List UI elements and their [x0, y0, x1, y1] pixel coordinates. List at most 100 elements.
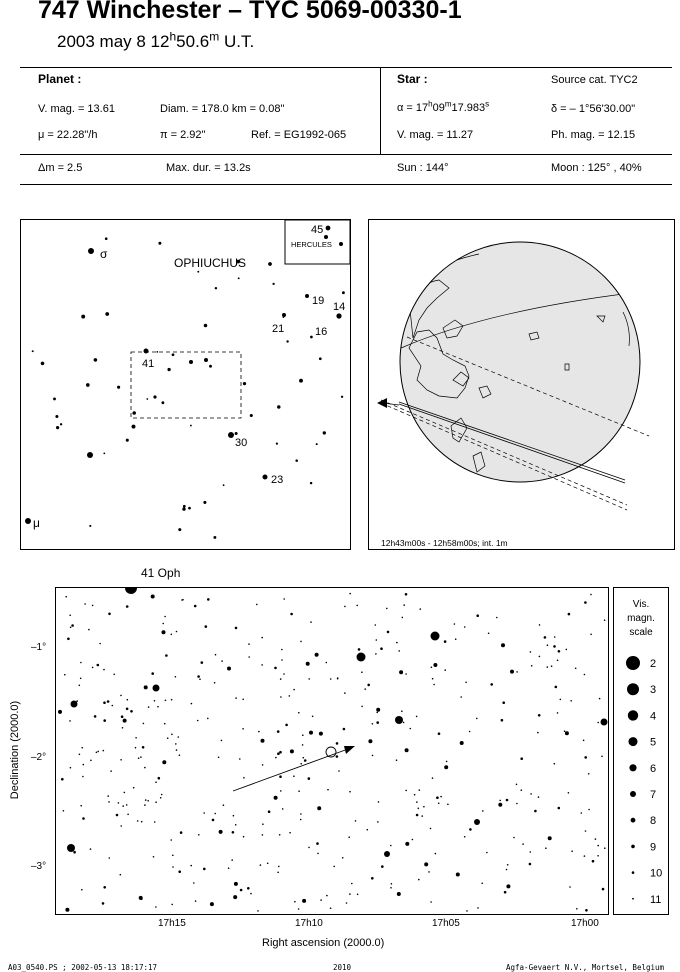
chart-star [281, 659, 283, 661]
chart-star [520, 757, 523, 760]
info-top-rule [20, 67, 672, 68]
chart-star [404, 593, 408, 596]
chart-star [604, 847, 606, 849]
chart-star [415, 715, 418, 718]
info-mid-rule [20, 154, 672, 155]
chart-star [199, 678, 201, 680]
chart-star [79, 677, 82, 680]
chart-star [317, 806, 322, 811]
chart-star [563, 730, 566, 732]
finder-star [189, 360, 193, 364]
chart-star [140, 756, 142, 758]
asteroid-path-arrow [344, 746, 355, 754]
chart-star [538, 655, 541, 658]
chart-star [341, 857, 344, 859]
chart-star [220, 739, 223, 742]
chart-star [557, 806, 561, 810]
chart-star [123, 791, 126, 794]
finder-star [40, 361, 45, 366]
finder-star [105, 312, 110, 316]
finder-star [310, 335, 313, 339]
scale-dot-mag-9 [631, 844, 635, 849]
coastlines [408, 249, 635, 473]
chart-star [182, 598, 184, 601]
chart-star [553, 636, 556, 638]
finder-star [25, 518, 31, 524]
chart-star [90, 759, 92, 762]
chart-star [221, 660, 223, 662]
globe-svg: 12h43m00s - 12h58m00s; int. 1m [377, 241, 650, 548]
chart-star [601, 887, 605, 891]
chart-star [576, 908, 578, 910]
chart-star [376, 711, 379, 714]
chart-star [106, 700, 110, 703]
chart-star [434, 852, 437, 855]
chart-star [349, 592, 352, 595]
chart-star [137, 757, 140, 759]
chart-star [440, 795, 442, 798]
chart-star [468, 730, 471, 733]
chart-star [335, 755, 339, 758]
finder-star [203, 500, 207, 504]
chart-star [386, 630, 390, 634]
finder-star [55, 414, 59, 419]
chart-star [119, 873, 122, 876]
chart-star [366, 828, 369, 831]
chart-star [233, 895, 238, 900]
zoom-field-box [130, 351, 242, 419]
scale-dot-mag-6 [629, 764, 637, 772]
chart-star [178, 754, 181, 756]
finder-star [158, 241, 162, 245]
chart-star [233, 881, 238, 886]
chart-star [418, 789, 421, 791]
chart-star [574, 667, 577, 670]
chart-star [587, 773, 590, 775]
chart-star [250, 892, 252, 895]
chart-star [203, 867, 206, 871]
chart-star [503, 890, 507, 894]
chart-star [405, 841, 410, 846]
chart-star [320, 899, 322, 901]
chart-star [516, 802, 518, 805]
finder-star [275, 442, 278, 445]
finder-star [93, 358, 98, 362]
y-tick-2: –2° [31, 752, 47, 763]
chart-star [289, 831, 291, 834]
chart-star [279, 750, 282, 754]
chart-star [193, 882, 195, 884]
chart-star [152, 856, 155, 858]
chart-star [163, 722, 166, 725]
shadow-limit-north [406, 336, 650, 437]
chart-star [138, 895, 143, 900]
finder-star [117, 385, 121, 389]
chart-star [543, 636, 547, 639]
chart-star [534, 809, 537, 813]
chart-star [580, 812, 583, 814]
chart-star [80, 661, 82, 664]
chart-star [247, 887, 250, 890]
star-label-41-oph: 41 Oph [141, 566, 181, 580]
chart-star [550, 665, 553, 667]
chart-star [207, 717, 209, 720]
finder-star [222, 484, 225, 487]
chart-star [142, 722, 145, 725]
chart-star [80, 804, 82, 807]
finder-star [171, 353, 175, 357]
chart-star [547, 836, 552, 841]
chart-star [505, 798, 509, 802]
chart-star [166, 737, 169, 739]
finder-star [305, 294, 309, 298]
chart-star [261, 636, 263, 639]
chart-star [190, 864, 192, 867]
chart-star [520, 789, 523, 791]
chart-star [500, 718, 504, 722]
chart-star [597, 844, 599, 847]
chart-star [132, 786, 135, 789]
chart-star [557, 650, 561, 653]
chart-star [529, 651, 532, 653]
chart-star [371, 754, 374, 757]
finder-chart-svg: OPHIUCHUS HERCULES 45 σ 19 14 21 16 41 3… [25, 220, 350, 539]
chart-star [516, 671, 518, 673]
chart-star [333, 865, 336, 868]
chart-star [396, 641, 398, 644]
